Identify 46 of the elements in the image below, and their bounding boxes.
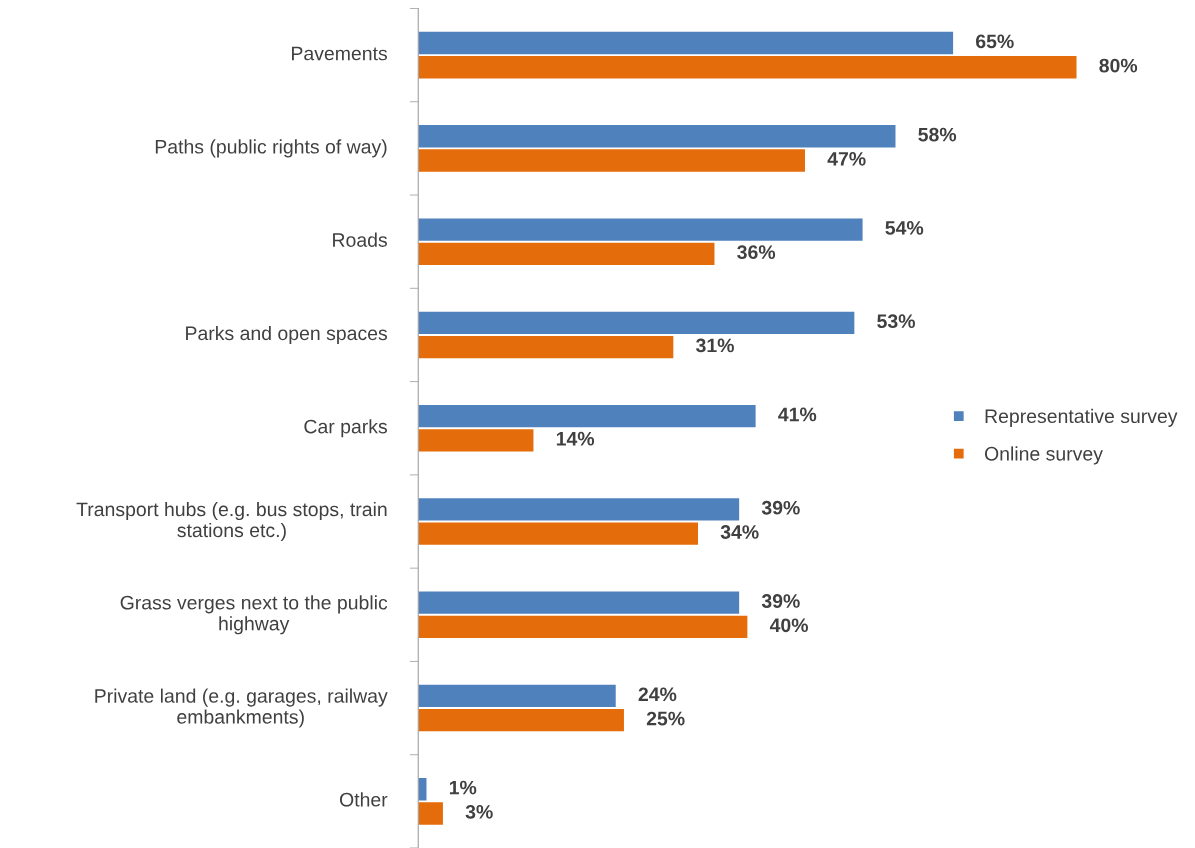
data-label: 25%	[646, 711, 685, 726]
data-label: 47%	[827, 152, 866, 166]
bar	[418, 404, 756, 428]
bar	[418, 684, 616, 708]
data-label: 65%	[976, 34, 1014, 49]
data-label: 41%	[778, 407, 817, 422]
bar	[418, 498, 740, 521]
bar	[418, 125, 896, 148]
y-tick-label: Paths (public rights of way)	[155, 139, 387, 158]
data-label: 14%	[556, 431, 595, 446]
y-tick-label: Transport hubs (e.g. bus stops, train stations etc.)	[76, 501, 387, 542]
data-label: 31%	[696, 338, 734, 353]
data-label: 34%	[720, 525, 759, 539]
bar	[418, 31, 954, 55]
y-tick-label: Other	[339, 792, 388, 807]
legend-label: Online survey	[984, 446, 1103, 465]
data-label: 80%	[1099, 58, 1138, 73]
data-label: 53%	[877, 314, 915, 329]
bar	[418, 429, 534, 452]
data-label: 39%	[761, 500, 800, 515]
data-label: 1%	[449, 780, 477, 795]
bar	[418, 218, 863, 241]
data-label: 58%	[918, 127, 957, 142]
data-label: 3%	[465, 804, 493, 819]
bar	[418, 149, 805, 172]
data-label: 36%	[737, 245, 776, 260]
y-tick-label: Roads	[333, 232, 387, 247]
bar	[418, 56, 1077, 79]
y-tick-label: Parks and open spaces	[186, 325, 388, 345]
y-tick-label: Car parks	[304, 419, 387, 438]
data-label: 54%	[885, 221, 924, 235]
data-label: 40%	[769, 618, 809, 633]
y-tick-label: Private land (e.g. garages, railway embankments)	[95, 688, 388, 728]
bar	[418, 242, 715, 265]
y-tick-label: Pavements	[292, 46, 387, 61]
bar	[418, 311, 855, 334]
y-tick-label: Grass verges next to the public highway	[120, 595, 388, 635]
legend-label: Representative survey	[985, 408, 1178, 427]
bar	[418, 522, 699, 545]
bar	[418, 709, 624, 732]
bar	[418, 335, 674, 359]
data-label: 39%	[761, 594, 800, 608]
data-label: 24%	[638, 687, 677, 702]
bar	[418, 802, 443, 825]
bar	[418, 615, 748, 639]
bar	[418, 591, 740, 614]
